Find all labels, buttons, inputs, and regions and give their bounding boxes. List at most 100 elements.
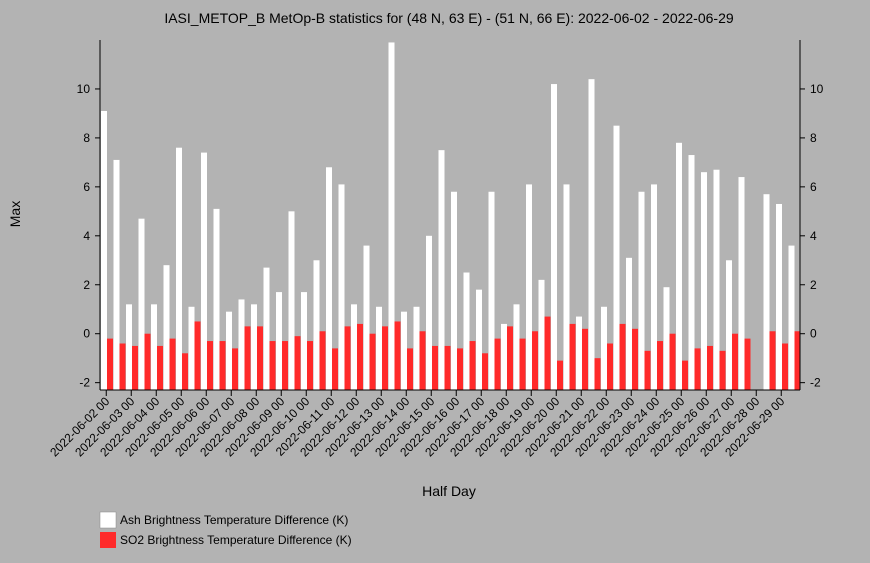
- y-tick-label-right: 2: [810, 278, 817, 292]
- so2-bar-39: [594, 358, 601, 390]
- ash-bar-48: [701, 172, 707, 390]
- y-tick-label-left: 8: [83, 131, 90, 145]
- so2-bar-7: [194, 321, 201, 390]
- ash-bar-26: [426, 235, 432, 390]
- y-tick-label-left: 0: [83, 327, 90, 341]
- legend-label-so2: SO2 Brightness Temperature Difference (K…: [120, 533, 352, 547]
- ash-bar-43: [638, 191, 645, 390]
- ash-bar-11: [238, 299, 245, 390]
- ash-bar-19: [338, 184, 345, 390]
- ash-bar-27: [438, 150, 445, 390]
- so2-bar-31: [494, 338, 501, 390]
- so2-bar-47: [694, 348, 701, 390]
- so2-bar-11: [244, 326, 251, 390]
- so2-bar-0: [107, 338, 113, 390]
- ash-bar-28: [451, 191, 457, 390]
- so2-bar-40: [607, 343, 613, 390]
- so2-bar-34: [532, 331, 538, 390]
- ash-bar-12: [251, 304, 257, 390]
- so2-bar-45: [669, 333, 676, 390]
- so2-bar-50: [732, 333, 738, 390]
- so2-bar-49: [719, 350, 726, 390]
- so2-bar-37: [569, 323, 576, 390]
- axes-group: [99, 40, 801, 391]
- ash-bar-40: [601, 306, 607, 390]
- so2-bar-51: [744, 338, 751, 390]
- so2-bar-28: [457, 348, 463, 390]
- ash-bar-14: [276, 292, 282, 390]
- ash-bar-8: [201, 152, 207, 390]
- so2-bar-29: [469, 341, 476, 390]
- y-tick-label-left: -2: [79, 376, 90, 390]
- ash-bar-7: [188, 306, 195, 390]
- so2-bar-35: [544, 316, 551, 390]
- so2-bar-15: [294, 336, 301, 390]
- so2-bar-25: [419, 331, 426, 390]
- so2-bar-10: [232, 348, 238, 390]
- ash-bar-23: [388, 42, 395, 391]
- so2-bar-18: [332, 348, 338, 390]
- ash-bar-10: [226, 311, 232, 390]
- so2-bar-54: [782, 343, 788, 390]
- ash-bar-9: [213, 208, 220, 390]
- so2-bar-23: [394, 321, 401, 390]
- ash-bar-15: [288, 211, 295, 390]
- so2-bar-36: [557, 360, 563, 390]
- ash-bar-22: [376, 306, 382, 390]
- ash-bar-39: [588, 79, 595, 391]
- legend-swatch-ash: [99, 511, 117, 529]
- ash-bar-21: [363, 245, 370, 390]
- ash-bar-47: [688, 155, 695, 390]
- ash-bar-35: [538, 279, 545, 390]
- so2-bar-26: [432, 345, 438, 390]
- so2-bar-14: [282, 341, 288, 390]
- y-tick-label-left: 4: [83, 229, 90, 243]
- so2-bar-21: [369, 333, 376, 390]
- ash-bar-0: [101, 110, 107, 391]
- y-ticks-group: -2 -2 0 0 2 2 4 4 6 6 8 8 10 10: [77, 82, 824, 390]
- ash-bar-24: [401, 311, 407, 390]
- so2-bar-30: [482, 353, 488, 390]
- y-tick-label-right: 6: [810, 180, 817, 194]
- ash-bar-45: [663, 287, 670, 390]
- ash-bar-33: [513, 304, 520, 390]
- so2-bar-42: [632, 328, 638, 390]
- y-tick-label-right: 10: [810, 82, 824, 96]
- y-tick-label-right: 0: [810, 327, 817, 341]
- ash-bar-20: [351, 304, 357, 390]
- ash-bar-13: [263, 267, 270, 390]
- so2-bar-22: [382, 326, 388, 390]
- bars-group: [101, 42, 801, 391]
- ash-bar-37: [563, 184, 570, 390]
- y-tick-label-left: 6: [83, 180, 90, 194]
- so2-bar-53: [769, 331, 776, 390]
- so2-bar-2: [132, 345, 138, 390]
- so2-bar-20: [357, 323, 363, 390]
- ash-bar-42: [626, 257, 632, 390]
- so2-bar-5: [169, 338, 176, 390]
- so2-bar-33: [519, 338, 526, 390]
- so2-bar-41: [619, 323, 626, 390]
- ash-bar-4: [151, 304, 157, 390]
- ash-bar-25: [413, 306, 420, 390]
- ash-bar-34: [526, 184, 532, 390]
- y-tick-label-right: -2: [810, 376, 821, 390]
- so2-bar-38: [582, 328, 588, 390]
- ash-bar-18: [326, 167, 332, 390]
- so2-bar-6: [182, 353, 188, 390]
- so2-bar-44: [657, 341, 663, 390]
- ash-bar-41: [613, 125, 620, 390]
- x-axis-label: Half Day: [422, 483, 476, 499]
- so2-bar-32: [507, 326, 513, 390]
- y-axis-label: Max: [7, 201, 23, 227]
- ash-bar-49: [713, 169, 720, 390]
- so2-bar-4: [157, 345, 163, 390]
- so2-bar-43: [644, 350, 651, 390]
- ash-bar-2: [126, 304, 132, 390]
- legend-swatch-so2: [100, 532, 116, 548]
- y-tick-label-left: 10: [77, 82, 91, 96]
- ash-bar-17: [313, 260, 320, 390]
- ash-bar-36: [551, 84, 557, 391]
- so2-bar-27: [444, 345, 451, 390]
